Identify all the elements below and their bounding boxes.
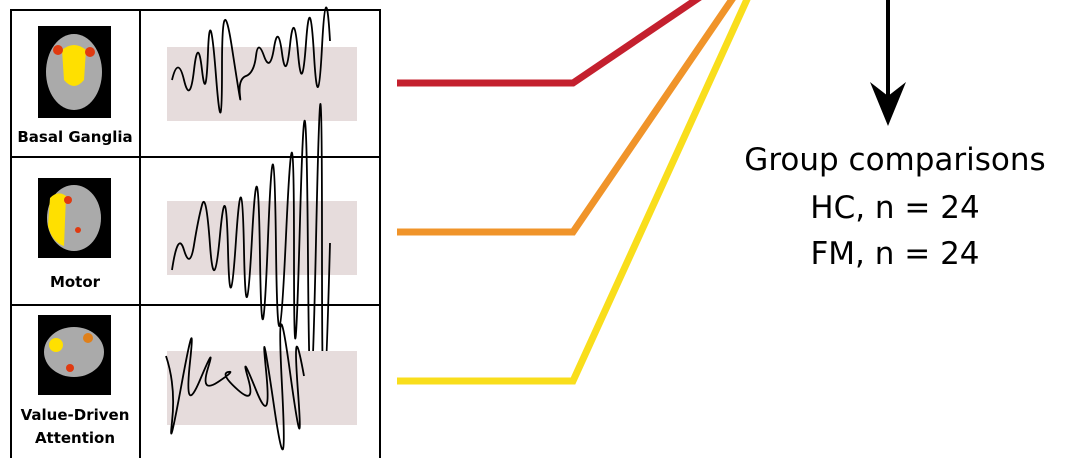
waveform bbox=[167, 6, 357, 121]
waveform bbox=[165, 323, 357, 451]
network-label: Value-Driven bbox=[21, 406, 130, 424]
group-line: HC, n = 24 bbox=[810, 190, 979, 226]
network-label: Attention bbox=[35, 429, 115, 447]
connector bbox=[397, 0, 702, 87]
connector bbox=[397, 0, 751, 385]
group-title: Group comparisons bbox=[744, 142, 1045, 178]
connector bbox=[397, 0, 736, 236]
waveform bbox=[167, 103, 357, 395]
table bbox=[10, 9, 381, 458]
brain-image bbox=[38, 26, 111, 118]
arrow bbox=[870, 0, 906, 126]
group-line: FM, n = 24 bbox=[810, 236, 979, 272]
brain-image bbox=[38, 178, 111, 258]
network-label: Motor bbox=[50, 273, 101, 291]
brain-image bbox=[38, 315, 111, 395]
network-label: Basal Ganglia bbox=[17, 128, 132, 146]
